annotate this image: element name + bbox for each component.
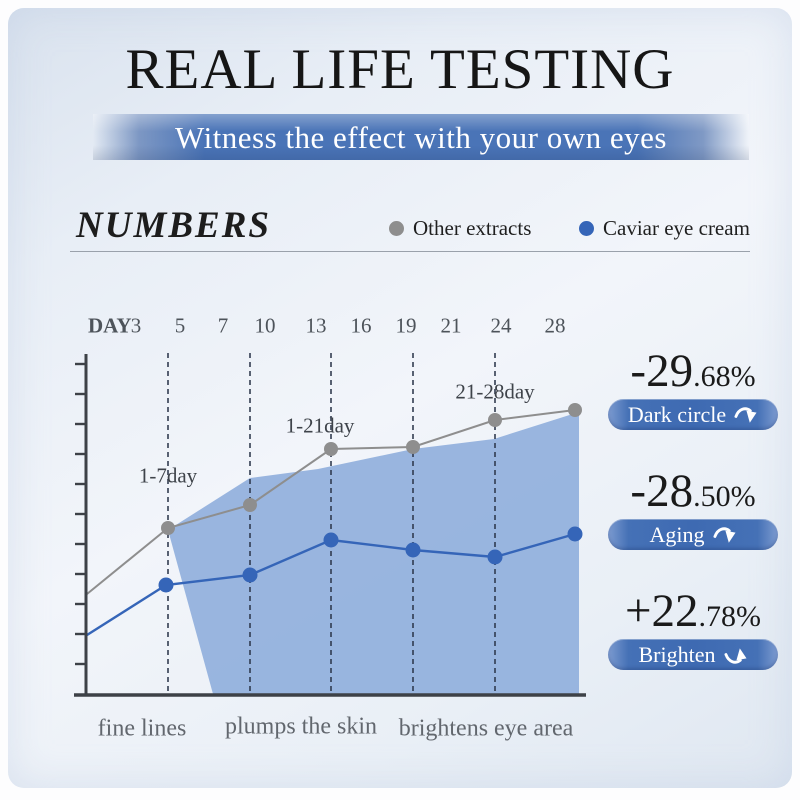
phase-label: plumps the skin bbox=[224, 713, 378, 740]
legend-dot-caviar-eye-cream bbox=[579, 221, 594, 236]
x-axis-day-label: 24 bbox=[490, 313, 512, 338]
stat-brighten: +22.78% Brighten bbox=[604, 586, 782, 670]
phase-label: fine lines bbox=[97, 715, 187, 742]
data-point bbox=[567, 526, 583, 542]
data-point bbox=[405, 542, 421, 558]
legend-dot-other-extracts bbox=[389, 221, 404, 236]
stat-aging: -28.50% Aging bbox=[604, 466, 782, 550]
x-axis-day-label: 10 bbox=[254, 313, 276, 338]
curved-arrow-down-icon bbox=[734, 406, 757, 423]
section-heading: NUMBERS bbox=[76, 205, 271, 246]
curved-arrow-up-icon bbox=[723, 647, 747, 664]
data-point bbox=[158, 577, 174, 593]
phase-label: brightens eye area bbox=[398, 715, 574, 742]
data-point bbox=[487, 549, 503, 565]
x-axis-day-label: 16 bbox=[350, 313, 372, 338]
series-area-fill bbox=[168, 412, 579, 694]
x-axis-day-label: 7 bbox=[217, 313, 229, 338]
data-point bbox=[243, 498, 257, 512]
data-point bbox=[568, 403, 582, 417]
data-point bbox=[488, 413, 502, 427]
legend-label: Other extracts bbox=[413, 216, 532, 240]
divider-line bbox=[70, 251, 750, 252]
data-point bbox=[161, 521, 175, 535]
legend-label: Caviar eye cream bbox=[603, 216, 750, 240]
data-point bbox=[242, 567, 258, 583]
x-axis-day-label: 21 bbox=[440, 313, 462, 338]
stat-dark-circle: -29.68% Dark circle bbox=[604, 346, 782, 430]
x-axis-day-prefix: DAY bbox=[88, 313, 132, 338]
chart-annotation: 1-7day bbox=[138, 463, 198, 488]
stat-pill: Aging bbox=[608, 519, 778, 550]
stat-label: Brighten bbox=[638, 642, 716, 667]
stat-pill: Dark circle bbox=[608, 399, 778, 430]
x-axis-day-label: 19 bbox=[395, 313, 417, 338]
legend-item-other-extracts: Other extracts bbox=[389, 216, 531, 241]
curved-arrow-down-icon bbox=[712, 526, 736, 543]
x-axis-day-label: 5 bbox=[174, 313, 186, 338]
chart-annotation: 1-21day bbox=[285, 413, 355, 438]
subtitle-text: Witness the effect with your own eyes bbox=[175, 120, 667, 155]
page-title: REAL LIFE TESTING bbox=[125, 38, 675, 101]
chart-annotation: 21-28day bbox=[455, 379, 535, 404]
x-axis-day-label: 28 bbox=[544, 313, 566, 338]
stat-pill: Brighten bbox=[608, 639, 778, 670]
legend-item-caviar-eye-cream: Caviar eye cream bbox=[579, 216, 750, 241]
stat-value: -29.68% bbox=[630, 345, 756, 397]
stat-value: -28.50% bbox=[630, 465, 756, 517]
content-card: REAL LIFE TESTING Witness the effect wit… bbox=[8, 8, 792, 788]
subtitle-banner: Witness the effect with your own eyes bbox=[93, 114, 749, 160]
line-chart-canvas bbox=[74, 353, 586, 697]
stat-label: Aging bbox=[649, 522, 705, 547]
data-point bbox=[324, 442, 338, 456]
data-point bbox=[323, 532, 339, 548]
stat-value: +22.78% bbox=[624, 585, 761, 637]
x-axis-day-label: 13 bbox=[305, 313, 327, 338]
stat-label: Dark circle bbox=[627, 402, 727, 427]
x-axis-day-label: 3 bbox=[130, 313, 142, 338]
data-point bbox=[406, 440, 420, 454]
